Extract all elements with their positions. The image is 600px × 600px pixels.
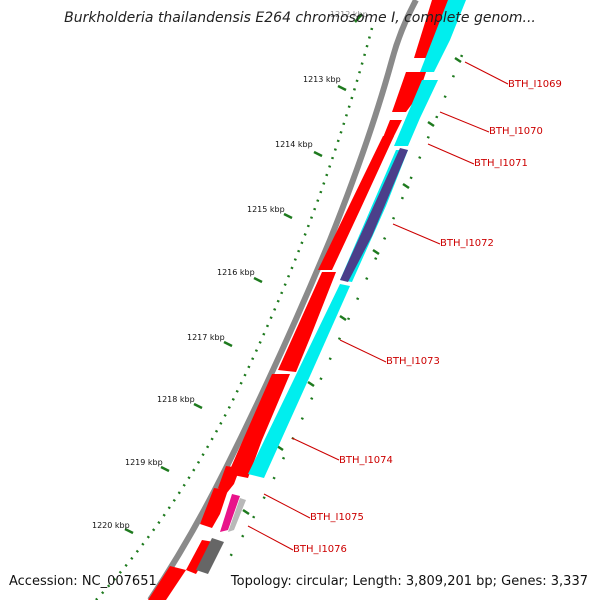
- ruler-tick-1212: 1212 kbp: [330, 10, 368, 23]
- gene-feature[interactable]: [420, 0, 466, 72]
- map-title: Burkholderia thailandensis E264 chromoso…: [64, 10, 536, 26]
- gene-label-bth-i1075[interactable]: BTH_I1075: [310, 512, 364, 523]
- gene-feature[interactable]: [248, 284, 350, 478]
- dark-grey-feature[interactable]: [196, 538, 224, 574]
- topology-text: Topology: circular; Length: 3,809,201 bp…: [230, 574, 588, 589]
- ruler-tick-label: 1212 kbp: [330, 10, 368, 19]
- ruler-tick-label: 1217 kbp: [187, 333, 225, 342]
- cds-track: [148, 0, 450, 600]
- gene-label-bth-i1071[interactable]: BTH_I1071: [474, 158, 528, 169]
- cds-feature[interactable]: [228, 374, 290, 478]
- cds-feature[interactable]: [318, 136, 394, 270]
- gene-track: [248, 0, 466, 478]
- ruler-inner-dotted-arc: [226, 54, 464, 561]
- ruler-tick-1214: 1214 kbp: [275, 140, 323, 158]
- magenta-feature[interactable]: [220, 494, 240, 532]
- gene-label-bth-i1076[interactable]: BTH_I1076: [293, 544, 347, 555]
- cds-feature[interactable]: [200, 488, 228, 528]
- gene-label-leaders: [247, 61, 509, 551]
- gene-label-bth-i1073[interactable]: BTH_I1073: [386, 356, 440, 367]
- ruler-tick-label: 1214 kbp: [275, 140, 313, 149]
- ruler-tick-1220: 1220 kbp: [92, 521, 134, 535]
- silver-feature[interactable]: [228, 498, 246, 532]
- gene-label-bth-i1072[interactable]: BTH_I1072: [440, 238, 494, 249]
- accession-text: Accession: NC_007651: [9, 574, 157, 589]
- cds-feature[interactable]: [278, 272, 336, 372]
- cds-feature[interactable]: [392, 72, 426, 112]
- cds-feature[interactable]: [218, 466, 240, 494]
- cds-feature[interactable]: [382, 120, 402, 140]
- ruler-tick-1213: 1213 kbp: [303, 75, 347, 92]
- gene-label-bth-i1070[interactable]: BTH_I1070: [489, 126, 543, 137]
- ruler-tick-label: 1220 kbp: [92, 521, 130, 530]
- ruler-tick-1215: 1215 kbp: [247, 205, 293, 220]
- gene-feature[interactable]: [394, 80, 438, 146]
- gene-label-bth-i1074[interactable]: BTH_I1074: [339, 455, 393, 466]
- cds-feature[interactable]: [148, 566, 186, 600]
- cds-feature[interactable]: [414, 0, 450, 58]
- ruler-tick-label: 1218 kbp: [157, 395, 195, 404]
- ruler-tick-1217: 1217 kbp: [187, 333, 233, 348]
- ruler-tick-label: 1216 kbp: [217, 268, 255, 277]
- ruler-tick-label: 1219 kbp: [125, 458, 163, 467]
- ruler-tick-1218: 1218 kbp: [157, 395, 203, 410]
- genome-backbone: [147, 0, 419, 600]
- purple-feature[interactable]: [340, 148, 408, 282]
- ruler-tick-label: 1213 kbp: [303, 75, 341, 84]
- gene-label-bth-i1069[interactable]: BTH_I1069: [508, 79, 562, 90]
- ruler-tick-1216: 1216 kbp: [217, 268, 263, 284]
- ruler-tick-label: 1215 kbp: [247, 205, 285, 214]
- ruler-tick-1219: 1219 kbp: [125, 458, 170, 473]
